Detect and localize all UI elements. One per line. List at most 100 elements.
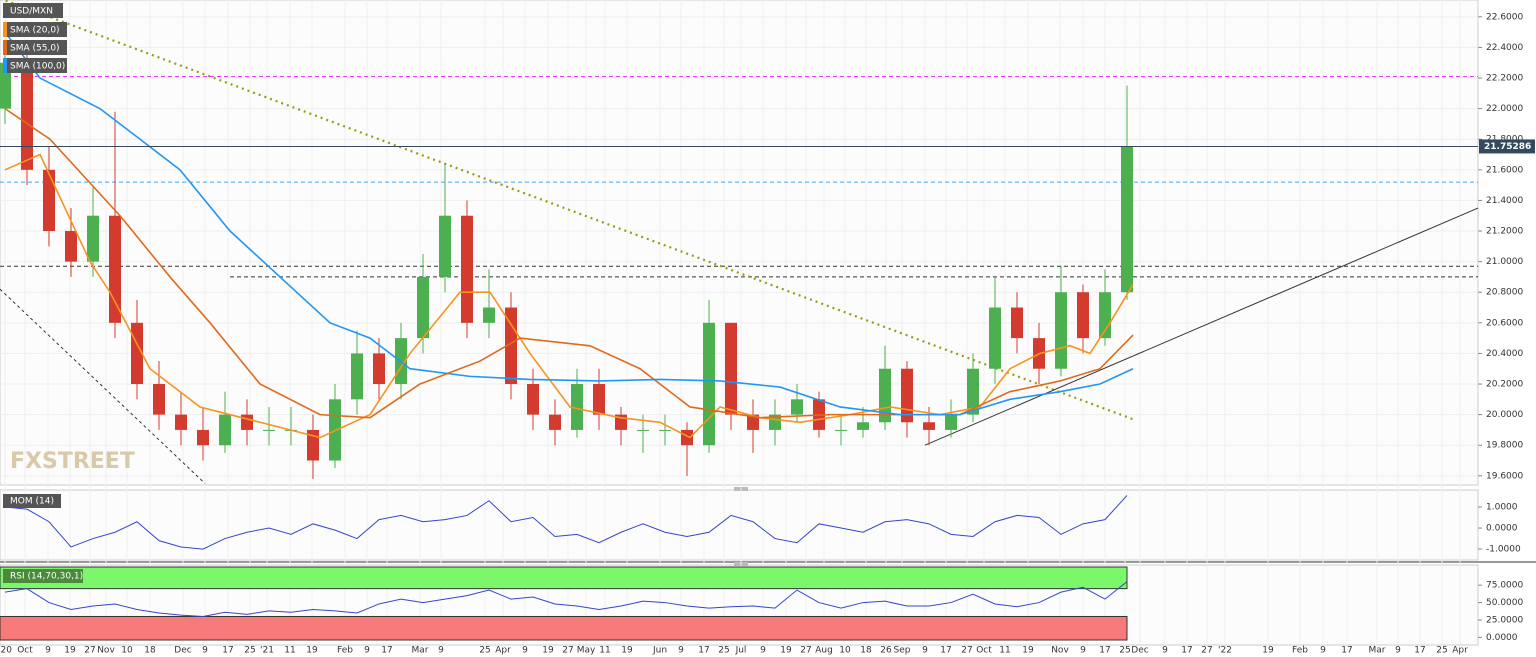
last-price-box (1479, 139, 1535, 154)
y-tick-label: 19.8000 (1486, 441, 1523, 451)
candle-body (835, 429, 847, 431)
candle-body (417, 276, 429, 339)
y-tick-label: 75.0000 (1486, 581, 1523, 591)
x-tick-label: Apr (495, 646, 511, 656)
x-tick-label: 11 (599, 646, 610, 656)
candle-body (637, 429, 649, 431)
x-tick-label: 9 (1395, 646, 1401, 656)
candle-body (703, 322, 715, 446)
candle-body (307, 429, 319, 461)
x-tick-label: 25 (244, 646, 255, 656)
y-tick-label: 0.0000 (1486, 524, 1518, 534)
x-tick-label: 17 (940, 646, 951, 656)
indicator-label-box (3, 569, 83, 583)
x-tick-label: Mar (1369, 646, 1386, 656)
legend-swatch (3, 58, 7, 73)
candle-body (87, 215, 99, 262)
legend-swatch (3, 40, 7, 55)
x-tick-label: 11 (999, 646, 1010, 656)
y-tick-label: 21.2000 (1486, 227, 1523, 237)
x-tick-label: Nov (97, 646, 115, 656)
candle-body (461, 215, 473, 323)
candle-body (857, 422, 869, 430)
x-tick-label: Mar (412, 646, 429, 656)
x-tick-label: 27 (562, 646, 573, 656)
legend-box (3, 40, 67, 55)
x-tick-label: 27 (84, 646, 95, 656)
x-tick-label: 17 (1099, 646, 1110, 656)
candle-body (527, 384, 539, 415)
x-tick-label: 19 (1022, 646, 1034, 656)
candle-body (989, 307, 1001, 369)
x-tick-label: Nov (1051, 646, 1069, 656)
legend-box (3, 22, 67, 37)
x-tick-label: Aug (815, 646, 833, 656)
sma-line (4, 107, 1134, 419)
candle-body (945, 414, 957, 430)
x-tick-label: Jul (735, 646, 747, 656)
candle-body (21, 62, 33, 170)
x-tick-label: '21 (260, 646, 274, 656)
x-tick-label: 19 (621, 646, 633, 656)
x-tick-label: 9 (1080, 646, 1086, 656)
x-tick-label: Apr (1452, 646, 1468, 656)
y-tick-label: 22.2000 (1486, 74, 1523, 84)
x-tick-label: 9 (522, 646, 528, 656)
y-tick-label: 21.4000 (1486, 196, 1523, 206)
candle-body (747, 414, 759, 430)
indicator-label: MOM (14) (10, 497, 54, 507)
indicator-line (4, 581, 1128, 617)
candle-body (483, 307, 495, 323)
candle-body (1011, 307, 1023, 339)
y-tick-label: 20.6000 (1486, 318, 1523, 328)
y-tick-label: 21.0000 (1486, 257, 1523, 267)
indicator-line (4, 495, 1128, 550)
x-tick-label: Jun (652, 646, 667, 656)
candle-body (241, 414, 253, 430)
sma-line (4, 31, 1134, 416)
legend-box (3, 58, 67, 73)
candle-body (1055, 292, 1067, 369)
y-tick-label: 1.0000 (1486, 503, 1518, 513)
x-tick-label: 25 (1119, 646, 1130, 656)
x-tick-label: '20 (0, 646, 12, 656)
candle-body (681, 429, 693, 446)
candle-body (219, 414, 231, 446)
x-tick-label: 18 (144, 646, 156, 656)
y-tick-label: 20.8000 (1486, 288, 1523, 298)
candle-body (505, 307, 517, 385)
x-tick-label: 25 (718, 646, 729, 656)
x-tick-label: 11 (284, 646, 295, 656)
legend-label: SMA (55,0) (10, 44, 60, 54)
x-tick-label: 27 (1201, 646, 1212, 656)
x-tick-label: 9 (1320, 646, 1326, 656)
candle-body (923, 422, 935, 430)
y-tick-label: 0.0000 (1486, 633, 1518, 643)
y-tick-label: 20.0000 (1486, 410, 1523, 420)
x-tick-label: 19 (64, 646, 76, 656)
last-price-label: 21.75286 (1484, 142, 1531, 152)
x-tick-label: Feb (337, 646, 353, 656)
y-tick-label: 25.0000 (1486, 615, 1523, 625)
candle-body (593, 384, 605, 415)
candle-body (791, 399, 803, 415)
x-tick-label: 19 (306, 646, 318, 656)
x-tick-label: 17 (1414, 646, 1425, 656)
x-tick-label: 19 (780, 646, 792, 656)
x-tick-label: 10 (121, 646, 133, 656)
candle-body (65, 231, 77, 262)
x-tick-label: 17 (381, 646, 392, 656)
x-tick-label: 9 (760, 646, 766, 656)
x-tick-label: Feb (1292, 646, 1308, 656)
x-tick-label: '22 (1218, 646, 1232, 656)
legend-title: USD/MXN (10, 7, 53, 17)
x-tick-label: 9 (678, 646, 684, 656)
y-tick-label: 22.0000 (1486, 104, 1523, 114)
x-tick-label: Oct (976, 646, 992, 656)
candle-body (373, 353, 385, 385)
candle-body (1121, 146, 1133, 293)
x-tick-label: 9 (45, 646, 51, 656)
candle-body (1077, 292, 1089, 339)
x-tick-label: 17 (1341, 646, 1352, 656)
